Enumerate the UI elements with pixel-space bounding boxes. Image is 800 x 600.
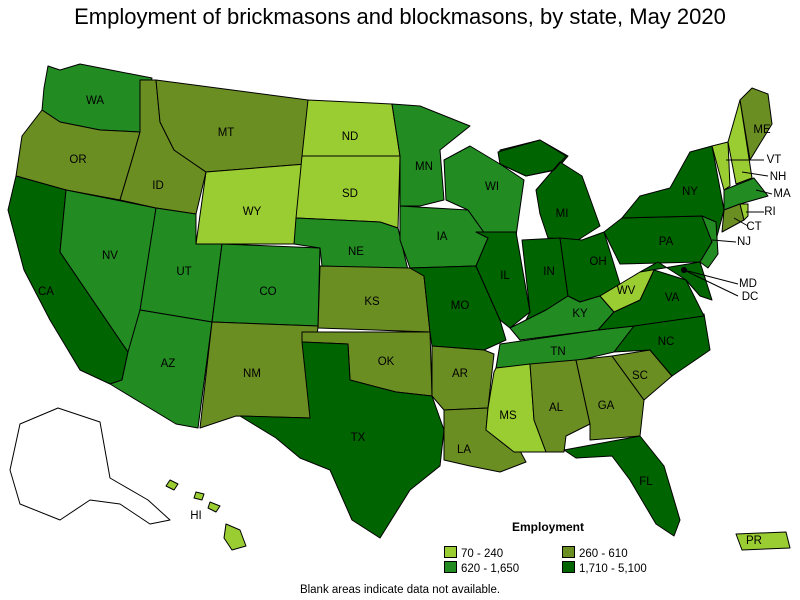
leader-dc [683,269,739,297]
label-tn: TN [550,346,565,358]
legend-title: Employment [512,520,585,534]
label-ms: MS [499,410,517,422]
legend-label-1: 70 - 240 [461,548,504,560]
label-la: LA [457,444,471,456]
state-md[interactable] [639,261,713,301]
label-il: IL [500,270,510,282]
legend-item-1: 70 - 240 [444,546,503,560]
label-or: OR [69,154,86,166]
label-co: CO [259,286,276,298]
label-ri: RI [764,206,776,218]
label-nm: NM [243,368,261,380]
label-md: MD [739,278,757,290]
label-dc: DC [742,291,759,303]
territory-pr[interactable] [735,531,791,551]
label-ct: CT [746,221,761,233]
state-me[interactable] [739,87,773,161]
label-mn: MN [415,161,433,173]
label-id: ID [152,180,164,192]
state-vt[interactable] [711,141,731,191]
label-oh: OH [589,256,606,268]
label-me: ME [753,124,771,136]
leader-md [683,269,739,285]
state-hi-isle-3[interactable] [207,501,221,513]
label-pa: PA [659,236,674,248]
label-nd: ND [342,131,359,143]
label-ar: AR [452,368,468,380]
state-fl[interactable] [563,435,681,537]
legend-swatch-3 [444,561,457,573]
label-ca: CA [38,286,54,298]
legend-item-4: 1,710 - 5,100 [562,561,647,575]
legend-label-3: 620 - 1,650 [461,563,520,575]
label-ga: GA [598,400,615,412]
state-hi-isle-2[interactable] [165,479,179,491]
label-in: IN [543,266,555,278]
label-mo: MO [451,300,470,312]
legend-item-2: 260 - 610 [562,546,628,560]
label-nv: NV [102,250,118,262]
label-nh: NH [770,171,787,183]
label-ok: OK [378,356,395,368]
state-nh[interactable] [727,99,753,185]
label-nc: NC [658,336,675,348]
label-fl: FL [639,476,653,488]
label-nj: NJ [737,236,751,248]
label-ky: KY [572,308,588,320]
label-vt: VT [767,154,782,166]
state-tx[interactable] [239,341,445,539]
legend-item-3: 620 - 1,650 [444,561,519,575]
label-al: AL [549,402,564,414]
state-mi-lower[interactable] [497,139,601,241]
state-ma[interactable] [723,177,769,211]
label-ks: KS [364,296,380,308]
label-mt: MT [218,127,235,139]
leader-nh [741,171,769,177]
map-title: Employment of brickmasons and blockmason… [74,4,726,29]
leader-ct [733,217,749,227]
label-ut: UT [176,266,191,278]
state-hi[interactable] [223,523,247,551]
legend-swatch-1 [444,546,457,558]
label-az: AZ [161,358,176,370]
label-hi: HI [190,510,202,522]
label-wa: WA [86,95,104,107]
state-mn[interactable] [391,103,471,207]
label-wv: WV [617,285,636,297]
leader-nj [711,239,737,243]
label-wy: WY [243,206,262,218]
label-ny: NY [682,186,698,198]
state-ky[interactable] [509,295,615,341]
label-sc: SC [632,370,648,382]
footnote: Blank areas indicate data not available. [299,584,501,596]
label-mi: MI [556,208,569,220]
state-ri[interactable] [739,203,749,221]
label-ne: NE [348,246,364,258]
state-ak[interactable] [9,407,171,525]
label-tx: TX [351,432,366,444]
state-nj[interactable] [699,215,719,269]
legend-label-2: 260 - 610 [579,548,628,560]
state-co[interactable] [211,243,321,327]
label-ma: MA [773,188,791,200]
state-il[interactable] [475,231,531,329]
label-wi: WI [485,181,499,193]
label-ia: IA [437,231,448,243]
state-wy[interactable] [195,163,307,245]
legend-swatch-4 [562,561,575,573]
state-nd[interactable] [301,99,401,157]
leader-ma [755,189,773,195]
label-pr: PR [746,535,762,547]
label-sd: SD [342,188,358,200]
legend-swatch-2 [562,546,575,558]
state-hi-isle-1[interactable] [193,491,205,501]
legend-label-4: 1,710 - 5,100 [579,563,647,575]
label-va: VA [665,292,680,304]
